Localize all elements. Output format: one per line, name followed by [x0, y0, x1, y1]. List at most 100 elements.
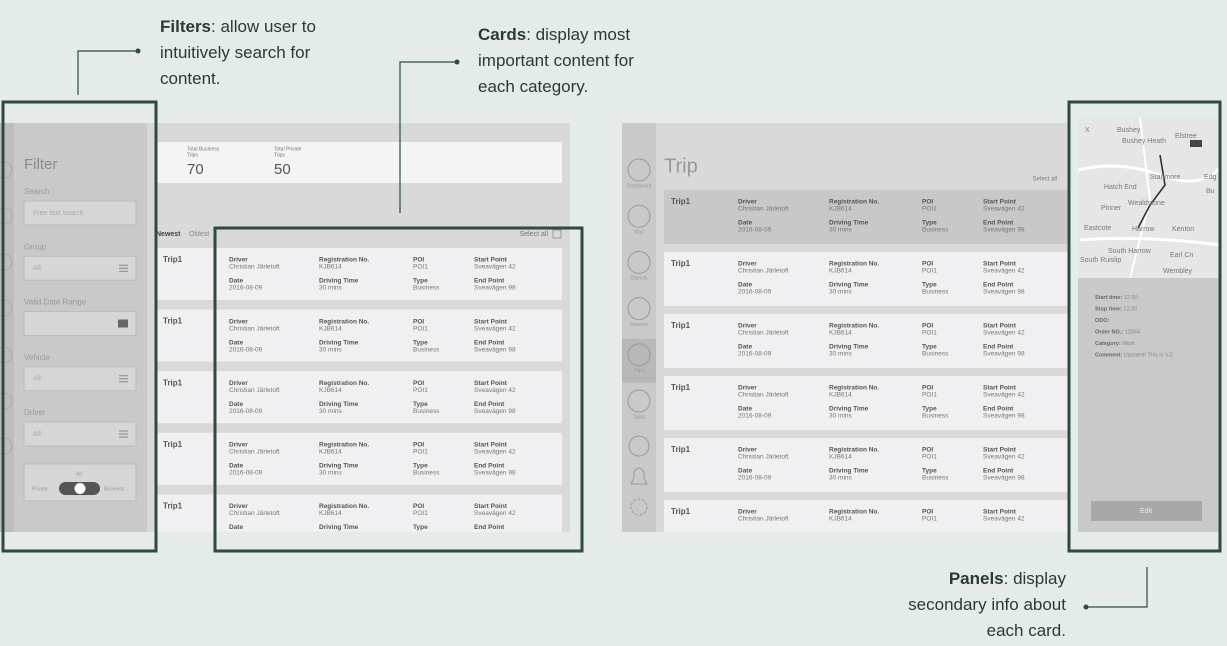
stat-label: Trips	[187, 152, 198, 158]
field-value: 30 mins	[829, 289, 853, 296]
field-label: Registration No.	[319, 503, 369, 510]
bell-icon[interactable]	[630, 467, 648, 485]
nav-icon[interactable]	[627, 343, 651, 367]
field-label: POI	[922, 509, 933, 516]
field-label: End Point	[474, 463, 505, 470]
filter-input[interactable]	[23, 255, 137, 281]
field-label: Registration No.	[319, 442, 369, 449]
filter-label: Driver	[24, 408, 46, 417]
map-label: Bushey	[1117, 127, 1141, 134]
field-label: POI	[922, 385, 933, 392]
field-label: Date	[229, 401, 243, 408]
nav-label[interactable]: Reports	[630, 322, 648, 328]
annotation-line: Filters: allow user to	[160, 17, 316, 36]
field-label: End Point	[474, 524, 505, 531]
field-label: Driver	[738, 385, 757, 392]
field-label: Driver	[229, 380, 248, 387]
card[interactable]	[156, 432, 562, 485]
nav-label[interactable]: Map	[634, 230, 644, 236]
field-value: KJB614	[319, 510, 342, 517]
sort-option[interactable]: Oldest	[189, 231, 209, 238]
card[interactable]	[664, 314, 1068, 368]
nav-label[interactable]: Trips	[634, 368, 645, 374]
field-value: Christian Järletoft	[738, 454, 789, 461]
card-title: Trip1	[163, 255, 183, 264]
map-label: X	[1085, 127, 1090, 134]
select-all[interactable]: Select all	[1033, 177, 1057, 183]
annotation-text: : display	[1004, 569, 1067, 588]
connector-dot	[135, 48, 141, 54]
filter-input[interactable]	[23, 200, 137, 226]
field-value: POI1	[922, 392, 937, 399]
field-value: Business	[922, 475, 949, 482]
nav-label[interactable]: Tasks	[633, 414, 646, 420]
card[interactable]	[156, 309, 562, 362]
field-value: 30 mins	[829, 351, 853, 358]
field-label: Date	[229, 339, 243, 346]
edit-button[interactable]	[1091, 501, 1202, 521]
field-label: Type	[922, 282, 937, 289]
field-label: Registration No.	[319, 318, 369, 325]
card[interactable]	[664, 438, 1068, 492]
field-value: Sveavägen 42	[474, 325, 516, 332]
card[interactable]	[156, 248, 562, 300]
nav-icon[interactable]	[627, 297, 651, 321]
map-label: South Ruislip	[1080, 257, 1121, 264]
filters-highlight	[1, 100, 158, 553]
nav-sidebar	[622, 123, 656, 532]
nav-label[interactable]: Objects	[631, 276, 648, 282]
field-value: Christian Järletoft	[738, 392, 789, 399]
card[interactable]	[664, 500, 1068, 554]
nav-icon[interactable]	[627, 204, 651, 228]
field-value: Sveavägen 42	[983, 206, 1025, 213]
nav-label[interactable]: Dashboard	[627, 183, 652, 189]
annotation-line: Cards: display most	[478, 25, 630, 44]
nav-icon[interactable]	[627, 389, 651, 413]
select-all[interactable]: Select all	[520, 231, 549, 238]
filter-input[interactable]	[23, 421, 137, 447]
filter-input[interactable]	[23, 366, 137, 392]
card[interactable]	[664, 376, 1068, 430]
map-label: Stanmore	[1150, 174, 1180, 181]
checkbox[interactable]	[552, 229, 562, 239]
annotation-title: Filters	[160, 17, 211, 36]
road	[1079, 236, 1220, 247]
filter: Filter Search Free text search Group All Vali…	[0, 146, 562, 502]
field-label: Date	[738, 282, 752, 289]
gear-icon[interactable]	[630, 498, 648, 516]
nav-icon[interactable]	[627, 158, 651, 182]
field-value: POI1	[922, 206, 937, 213]
annotations: Filters: allow user to intuitively search…	[160, 17, 1066, 640]
field-value: Sveavägen 42	[983, 330, 1025, 337]
card-title: Trip1	[671, 507, 691, 516]
card[interactable]	[664, 190, 1068, 244]
annotation-text: content.	[160, 69, 221, 88]
field-label: Driving Time	[319, 401, 359, 408]
user-icon[interactable]	[628, 435, 650, 457]
panel-row: Comment: Updated! This is V.2	[1095, 353, 1173, 359]
field-label: Driver	[738, 199, 757, 206]
card-title: Trip1	[163, 502, 183, 511]
panel-value: 12.30	[1123, 307, 1137, 313]
nav-icon[interactable]	[627, 250, 651, 274]
field-value: Sveavägen 98	[474, 470, 516, 477]
placeholder: Free text search	[33, 210, 84, 217]
field-value: Christian Järletoft	[229, 510, 280, 517]
field-label: End Point	[474, 401, 505, 408]
card[interactable]	[156, 371, 562, 424]
card[interactable]	[664, 252, 1068, 306]
field-value: Christian Järletoft	[738, 206, 789, 213]
card-title: Trip1	[671, 197, 691, 206]
filter-title: Filter	[24, 156, 57, 173]
field-value: KJB614	[829, 516, 852, 523]
card[interactable]	[156, 494, 562, 546]
field-value: Sveavägen 98	[983, 227, 1025, 234]
sort-option[interactable]: Newest	[156, 231, 181, 238]
edit-button-label[interactable]: Edit	[1140, 508, 1152, 515]
filter-input[interactable]	[23, 311, 137, 336]
stat-label: Trips	[274, 152, 285, 158]
field-label: End Point	[474, 278, 505, 285]
annotation-line: each card.	[987, 621, 1066, 640]
